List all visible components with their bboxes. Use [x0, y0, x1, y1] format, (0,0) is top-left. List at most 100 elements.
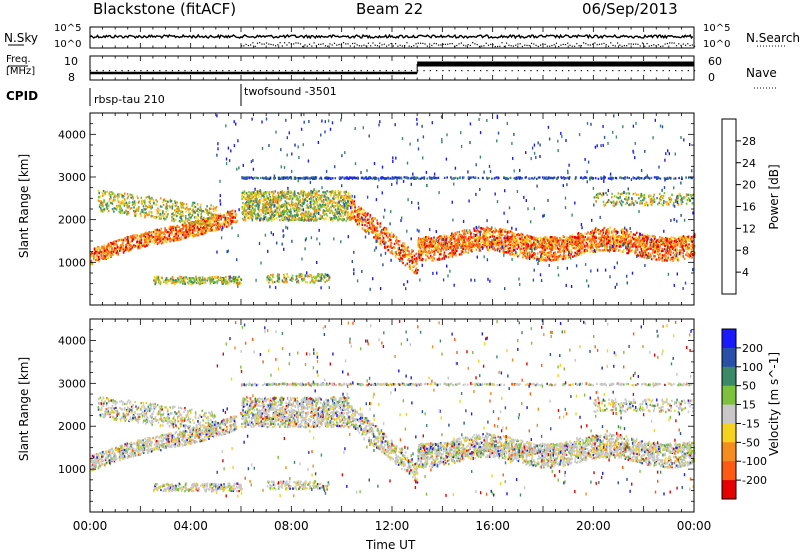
data-point: [114, 243, 116, 246]
nave-point: [637, 70, 639, 72]
nsearch-point: [265, 42, 268, 44]
data-point: [103, 244, 105, 247]
data-point: [649, 253, 652, 256]
data-point: [274, 204, 277, 207]
data-point: [310, 215, 313, 218]
data-point: [309, 214, 311, 217]
data-point: [120, 207, 123, 210]
data-point: [331, 204, 334, 208]
data-point: [171, 207, 174, 210]
data-point: [274, 200, 277, 203]
data-point: [291, 216, 293, 220]
data-point: [118, 204, 120, 207]
data-point: [443, 251, 446, 254]
data-point: [182, 227, 184, 230]
data-point: [327, 197, 330, 200]
nsearch-point: [340, 44, 342, 46]
data-point: [112, 199, 115, 202]
data-point: [323, 209, 325, 212]
data-point: [187, 208, 189, 211]
data-point: [293, 192, 296, 195]
data-point: [94, 252, 96, 255]
data-point: [248, 194, 250, 197]
data-point: [157, 233, 160, 236]
data-point: [289, 205, 292, 208]
data-point: [675, 240, 677, 243]
data-point: [226, 220, 228, 224]
data-point: [275, 217, 278, 220]
data-point: [343, 197, 345, 201]
data-point: [523, 247, 525, 250]
data-point: [412, 254, 414, 257]
data-point: [634, 252, 636, 255]
data-point: [143, 236, 145, 239]
data-point: [180, 232, 182, 235]
data-point: [475, 238, 478, 241]
data-point: [166, 235, 169, 238]
data-point: [131, 238, 134, 241]
data-point: [113, 207, 116, 210]
data-point: [331, 217, 334, 220]
data-point: [141, 202, 143, 205]
data-point: [309, 204, 312, 207]
data-point: [231, 214, 234, 217]
data-point: [235, 214, 238, 217]
data-point: [146, 244, 148, 247]
data-point: [145, 211, 147, 214]
data-point: [216, 225, 219, 228]
data-point: [243, 190, 246, 193]
data-point: [258, 210, 261, 213]
data-point: [366, 224, 368, 228]
data-point: [129, 193, 131, 196]
data-point: [353, 202, 355, 205]
data-point: [286, 191, 288, 194]
data-point: [166, 208, 169, 211]
data-point: [142, 205, 145, 208]
data-point: [678, 249, 681, 252]
data-point: [98, 196, 101, 199]
data-point: [345, 203, 348, 206]
data-point: [273, 205, 275, 208]
data-point: [570, 253, 572, 256]
data-point: [156, 230, 158, 233]
data-point: [122, 196, 124, 199]
data-point: [257, 213, 260, 216]
nave-point: [429, 70, 431, 72]
data-point: [127, 241, 130, 245]
data-point: [193, 227, 196, 230]
data-point: [416, 262, 418, 265]
data-point: [113, 243, 115, 247]
data-point: [168, 227, 171, 231]
data-point: [344, 208, 346, 211]
nsearch-point: [379, 42, 381, 44]
data-point: [167, 237, 169, 240]
nsearch-point: [544, 43, 546, 45]
data-point: [335, 194, 338, 197]
data-point: [539, 250, 541, 253]
data-point: [475, 248, 478, 251]
data-point: [211, 212, 213, 215]
nave-point: [410, 70, 413, 72]
data-point: [408, 265, 411, 269]
data-point: [138, 200, 140, 203]
data-point: [415, 256, 418, 260]
data-point: [233, 220, 235, 223]
data-point: [110, 194, 112, 197]
data-point: [373, 224, 375, 227]
data-point: [621, 236, 623, 239]
data-point: [193, 201, 196, 204]
data-point: [305, 206, 308, 209]
data-point: [149, 240, 151, 243]
data-point: [341, 205, 343, 208]
data-point: [250, 199, 253, 203]
nsearch-point: [281, 45, 283, 47]
data-point: [467, 251, 469, 254]
data-point: [623, 232, 625, 235]
data-point: [394, 255, 397, 258]
data-point: [132, 196, 135, 199]
nave-point: [266, 70, 268, 72]
nsearch-point: [261, 43, 263, 45]
data-point: [149, 202, 151, 205]
data-point: [395, 241, 398, 244]
data-point: [672, 255, 674, 258]
